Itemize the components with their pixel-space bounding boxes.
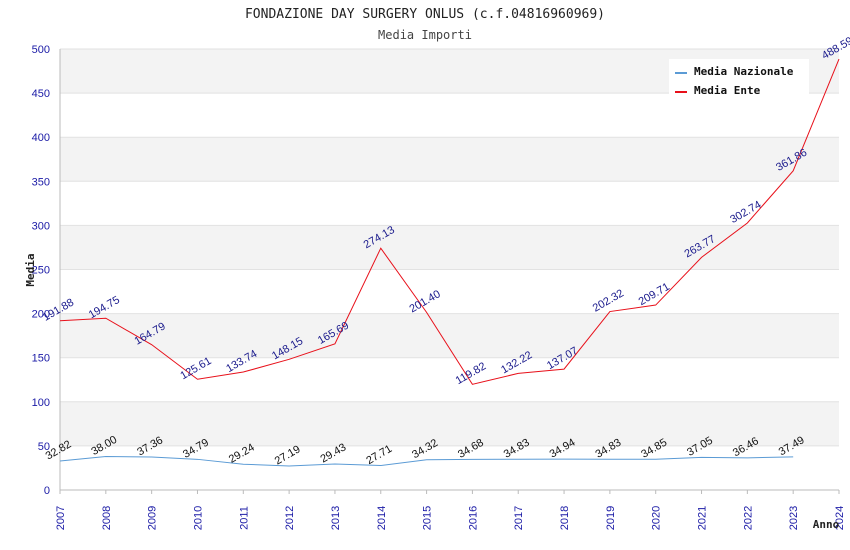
x-tick-label: 2019 [605, 506, 617, 530]
y-tick-label: 500 [32, 44, 50, 56]
x-tick-label: 2007 [55, 506, 67, 530]
y-tick-label: 100 [32, 397, 50, 409]
y-axis-label: Media [24, 253, 37, 286]
series-line-media-ente [59, 58, 840, 385]
x-tick-label: 2010 [192, 506, 204, 530]
grid-band [60, 137, 839, 182]
chart-subtitle: Media Importi [378, 28, 472, 42]
chart-title: FONDAZIONE DAY SURGERY ONLUS (c.f.048169… [245, 7, 605, 22]
y-tick-label: 150 [32, 353, 50, 365]
legend-label-media-ente: Media Ente [694, 84, 761, 97]
x-tick-label: 2008 [101, 506, 113, 530]
y-tick-label: 200 [32, 309, 50, 321]
x-tick-label: 2009 [147, 506, 159, 530]
x-tick-label: 2017 [513, 506, 525, 530]
y-axis-ticks: 0 50 100 150 200 250 300 350 400 450 500 [32, 44, 50, 497]
grid-band [60, 269, 839, 314]
x-tick-label: 2022 [742, 506, 754, 530]
legend-box [669, 59, 809, 95]
y-tick-label: 450 [32, 88, 50, 100]
x-tick-label: 2012 [284, 506, 296, 530]
legend-label-media-nazionale: Media Nazionale [694, 65, 794, 78]
x-tick-label: 2013 [330, 506, 342, 530]
x-tick-label: 2011 [238, 506, 250, 530]
series-lines [59, 58, 840, 467]
x-tick-label: 2014 [376, 506, 388, 530]
grid-band [60, 93, 839, 138]
y-tick-label: 50 [38, 441, 50, 453]
y-tick-label: 0 [44, 485, 50, 497]
grid-band [60, 225, 839, 270]
x-tick-label: 2016 [467, 506, 479, 530]
y-tick-label: 300 [32, 220, 50, 232]
x-tick-label: 2015 [422, 506, 434, 530]
gridlines [59, 48, 839, 491]
series-line-media-nazionale [59, 455, 794, 467]
grid-band [60, 313, 839, 358]
grid-band [60, 401, 839, 446]
grid-band [60, 445, 839, 490]
grid-band [60, 181, 839, 226]
grid-band [60, 357, 839, 402]
y-tick-label: 350 [32, 176, 50, 188]
y-tick-label: 400 [32, 132, 50, 144]
x-tick-label: 2024 [834, 506, 846, 530]
x-tick-label: 2020 [651, 506, 663, 530]
x-tick-label: 2018 [559, 506, 571, 530]
x-tick-label: 2021 [697, 506, 709, 530]
x-axis-label: Anno [813, 518, 840, 531]
y-tick-label: 250 [32, 265, 50, 277]
grid-bands [60, 49, 839, 490]
x-tick-label: 2023 [788, 506, 800, 530]
x-axis-ticks: 2007 2008 2009 2010 2011 2012 2013 2014 2015 2016… [55, 490, 846, 530]
legend: Media Nazionale Media Ente [669, 59, 809, 97]
